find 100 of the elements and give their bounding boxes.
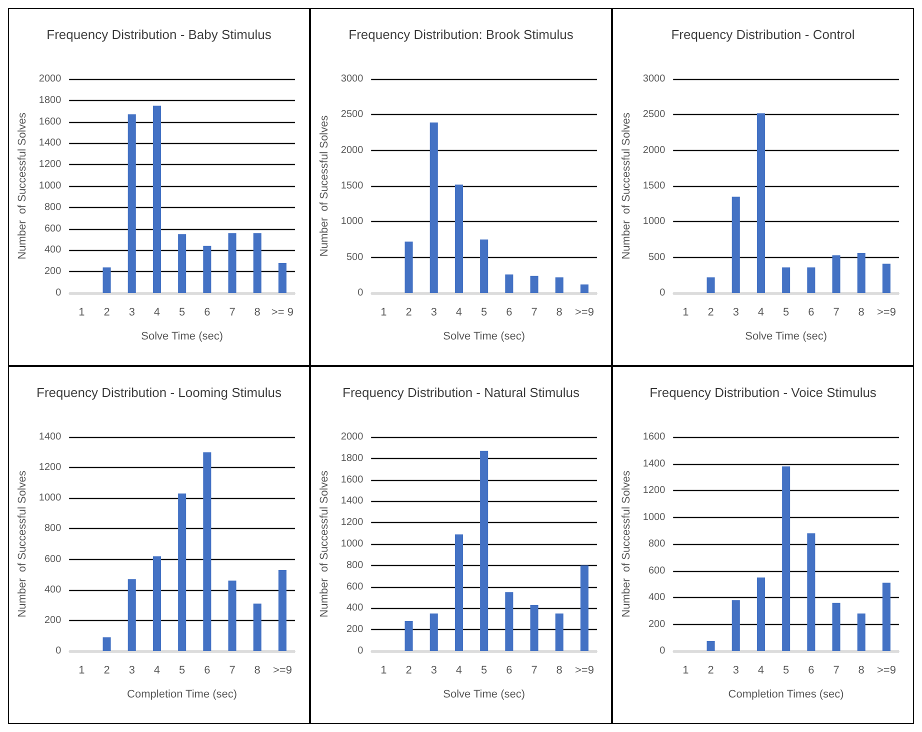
chart-title: Frequency Distribution - Looming Stimulus (36, 385, 282, 400)
x-tick-label: 8 (556, 306, 562, 318)
x-tick-label: 3 (128, 306, 135, 318)
bar (882, 582, 890, 651)
y-tick-label: 400 (44, 244, 62, 256)
x-tick-label: 5 (481, 664, 488, 676)
bar (580, 565, 588, 651)
x-tick-label: 3 (732, 306, 739, 318)
y-tick-label: 1500 (642, 180, 666, 192)
x-tick-label: 6 (808, 664, 814, 676)
bar (203, 246, 212, 293)
bar (530, 276, 538, 293)
y-axis-title: Number of Successful Solves (620, 470, 632, 618)
bar (404, 242, 413, 293)
bar (454, 184, 463, 293)
y-tick-label: 600 (44, 554, 62, 565)
y-tick-label: 1400 (340, 496, 364, 507)
x-tick-label: 6 (204, 664, 210, 676)
bar (152, 106, 161, 293)
x-tick-label: 2 (708, 306, 714, 318)
x-tick-label: >=9 (574, 664, 594, 676)
y-tick-label: 0 (660, 646, 666, 656)
bar (782, 466, 790, 651)
chart-title: Frequency Distribution - Control (671, 27, 855, 42)
y-tick-label: 2000 (38, 74, 62, 84)
y-axis-title: Number of Sucessful Solves (318, 114, 330, 257)
y-tick-label: 500 (648, 252, 666, 263)
y-axis-title: Number of Successful Solves (16, 112, 28, 260)
bar (102, 267, 111, 293)
x-tick-label: 1 (682, 664, 689, 676)
y-tick-label: 0 (358, 288, 364, 298)
x-axis-title: Solve Time (sec) (443, 688, 526, 700)
y-tick-label: 1800 (38, 94, 62, 106)
x-tick-label: 8 (858, 664, 864, 676)
y-tick-label: 3000 (642, 74, 666, 84)
y-tick-label: 0 (660, 288, 666, 298)
bar (782, 267, 790, 293)
x-tick-label: 1 (78, 306, 85, 318)
y-axis-title: Number of Successful Solves (620, 112, 632, 260)
x-tick-label: 5 (783, 306, 790, 318)
y-tick-label: 400 (346, 602, 364, 614)
bar (857, 253, 866, 293)
bar (580, 284, 588, 293)
bar (278, 263, 286, 293)
bar (756, 577, 765, 651)
bar (430, 614, 438, 651)
x-tick-label: 2 (104, 306, 110, 318)
bar (480, 240, 488, 293)
bar (454, 534, 463, 651)
x-tick-label: 3 (732, 664, 739, 676)
y-tick-label: 0 (56, 288, 62, 298)
x-tick-label: 6 (808, 306, 814, 318)
x-tick-label: >=9 (876, 664, 896, 676)
x-tick-label: 2 (406, 306, 412, 318)
x-tick-label: >= 9 (271, 306, 294, 318)
x-tick-label: 6 (506, 664, 512, 676)
bar (555, 277, 564, 293)
x-tick-label: 5 (481, 306, 488, 318)
y-tick-label: 1600 (642, 432, 666, 442)
y-tick-label: 1400 (642, 458, 666, 470)
x-tick-label: 1 (78, 664, 85, 676)
y-tick-label: 200 (44, 614, 62, 626)
bar (128, 114, 136, 293)
bar (228, 233, 236, 293)
x-axis-title: Solve Time (sec) (745, 330, 828, 342)
y-tick-label: 800 (44, 523, 62, 534)
y-axis-title: Number of Successful Solves (318, 470, 330, 618)
bar (128, 579, 136, 651)
x-tick-label: 3 (128, 664, 135, 676)
bar (530, 604, 538, 651)
x-tick-label: 1 (682, 306, 689, 318)
x-tick-label: 7 (531, 306, 538, 318)
y-tick-label: 1000 (340, 216, 364, 228)
bar (832, 602, 840, 651)
x-axis-title: Completion Times (sec) (728, 688, 844, 700)
chart-title: Frequency Distribution: Brook Stimulus (348, 27, 574, 42)
y-tick-label: 1000 (642, 216, 666, 228)
x-tick-label: 6 (506, 306, 512, 318)
bar (178, 494, 186, 651)
y-tick-label: 200 (346, 624, 364, 636)
bar (807, 267, 816, 293)
x-tick-label: 4 (758, 306, 764, 318)
x-tick-label: 5 (179, 664, 186, 676)
y-tick-label: 1000 (38, 492, 62, 504)
x-tick-label: >=9 (574, 306, 594, 318)
x-tick-label: 4 (456, 306, 462, 318)
x-tick-label: 7 (229, 306, 236, 318)
y-tick-label: 800 (648, 538, 666, 550)
y-tick-label: 3000 (340, 74, 364, 84)
x-tick-label: 8 (254, 664, 260, 676)
y-tick-label: 400 (648, 592, 666, 603)
bar (253, 604, 262, 651)
x-axis-title: Completion Time (sec) (127, 688, 238, 700)
y-tick-label: 1000 (642, 512, 666, 523)
y-tick-label: 1600 (340, 474, 364, 486)
bar (706, 640, 715, 651)
y-tick-label: 600 (648, 565, 666, 576)
bar (882, 264, 890, 293)
bar (832, 255, 840, 293)
x-tick-label: 8 (858, 306, 864, 318)
